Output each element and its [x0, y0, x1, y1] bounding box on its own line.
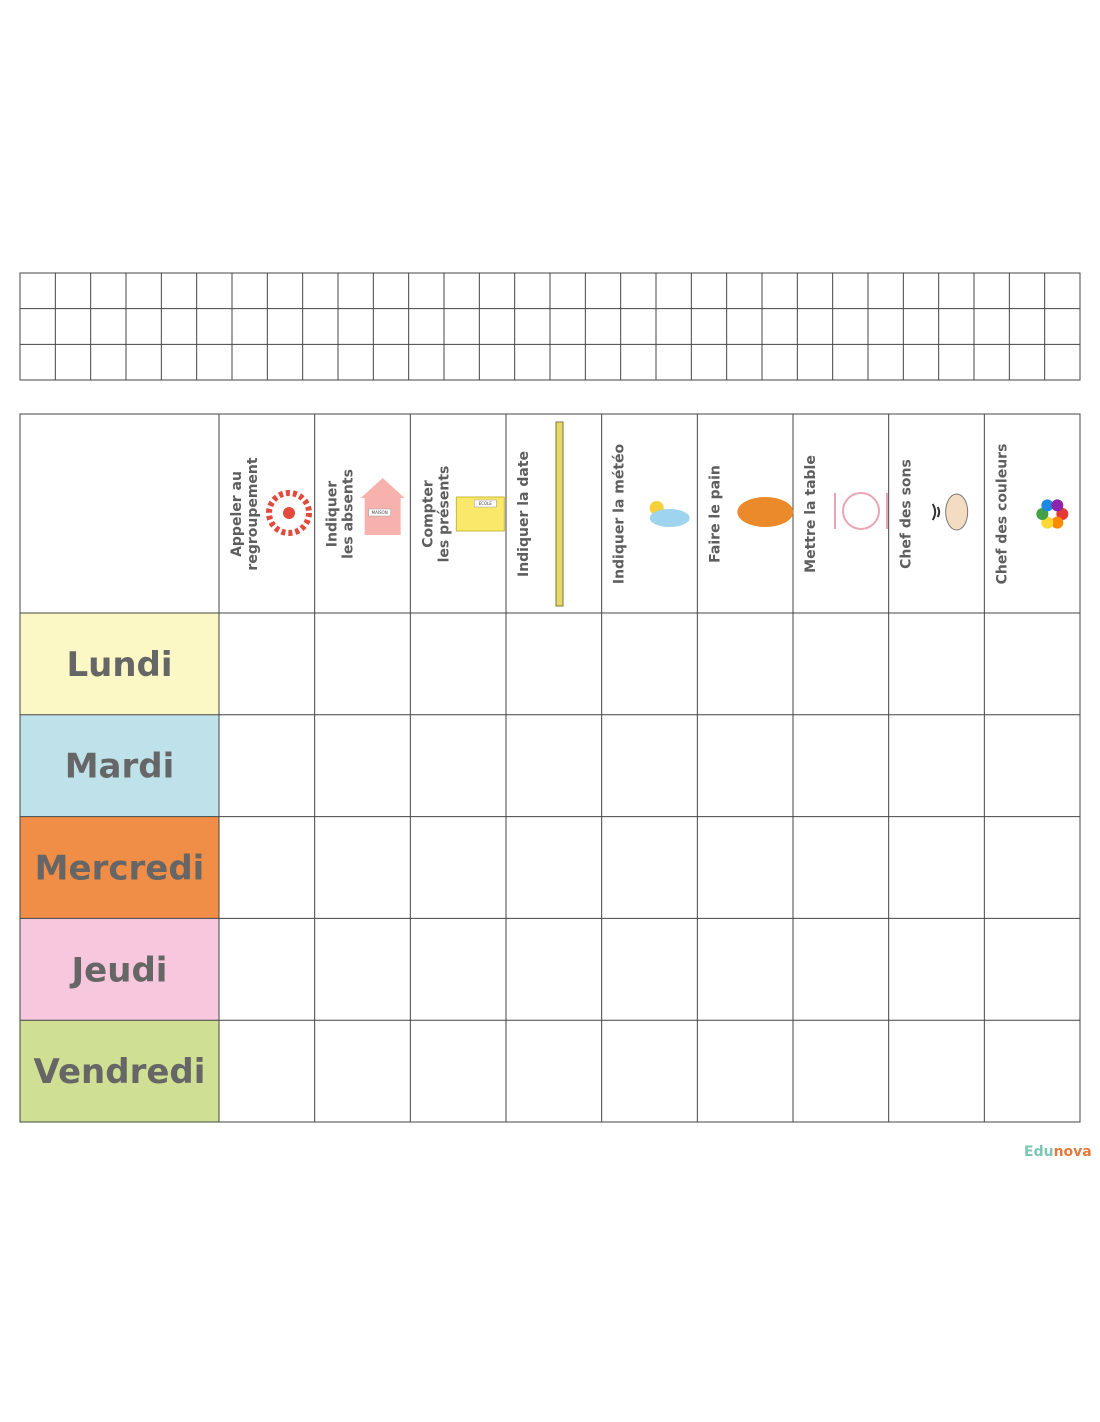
icon-shape	[283, 507, 295, 519]
icon-shape	[1041, 499, 1054, 512]
task-icon	[931, 493, 969, 531]
task-label: regroupement	[245, 457, 261, 570]
icon-shape	[931, 503, 941, 521]
task-label: Mettre la table	[803, 455, 819, 573]
task-icon	[266, 490, 312, 536]
table-border	[19, 413, 1081, 1123]
logo-part: nova	[1054, 1144, 1092, 1160]
task-icon	[834, 492, 888, 530]
task-icon: MAISON	[360, 478, 405, 535]
day-label: Jeudi	[70, 950, 168, 990]
icon-shape	[1051, 499, 1064, 512]
day-label: Lundi	[66, 645, 172, 685]
task-label: Indiquer la date	[516, 451, 532, 577]
task-icon	[555, 421, 564, 607]
logo-part: Edu	[1024, 1144, 1054, 1160]
day-label: Vendredi	[34, 1052, 206, 1092]
task-icon: ECOLE	[455, 496, 505, 532]
task-label: les présents	[436, 466, 452, 563]
icon-shape	[1051, 516, 1064, 529]
icon-shape	[649, 509, 690, 527]
day-cell	[20, 918, 219, 1021]
icon-shape	[842, 492, 880, 530]
day-cell	[20, 714, 219, 817]
task-label: Indiquer	[325, 481, 341, 547]
icon-shape	[360, 478, 405, 535]
day-cell	[20, 816, 219, 919]
task-label: Compter	[420, 480, 436, 548]
icon-shape	[1036, 508, 1049, 520]
icon-shape	[1041, 516, 1054, 529]
icon-label: ECOLE	[479, 501, 493, 506]
day-cell	[20, 1020, 219, 1122]
task-label: les absents	[341, 469, 357, 559]
task-label: Chef des sons	[899, 459, 915, 569]
day-cell	[20, 613, 219, 715]
icon-shape	[474, 499, 497, 508]
logo: Edunova	[1024, 1144, 1092, 1160]
day-label: Mercredi	[35, 849, 205, 889]
icon-shape	[1056, 508, 1069, 520]
icon-shape	[368, 508, 391, 517]
task-label: Chef des couleurs	[994, 444, 1010, 585]
task-label: Indiquer la météo	[612, 443, 628, 584]
task-icon	[1036, 499, 1069, 529]
icon-label: MAISON	[372, 510, 388, 515]
task-label: Faire le pain	[707, 465, 723, 563]
task-label: Appeler au	[229, 471, 245, 557]
task-icon	[649, 501, 690, 527]
icon-shape	[555, 421, 564, 607]
day-label: Mardi	[65, 747, 175, 787]
icon-shape	[737, 497, 794, 527]
icon-shape	[945, 493, 969, 531]
task-icon	[737, 497, 794, 527]
